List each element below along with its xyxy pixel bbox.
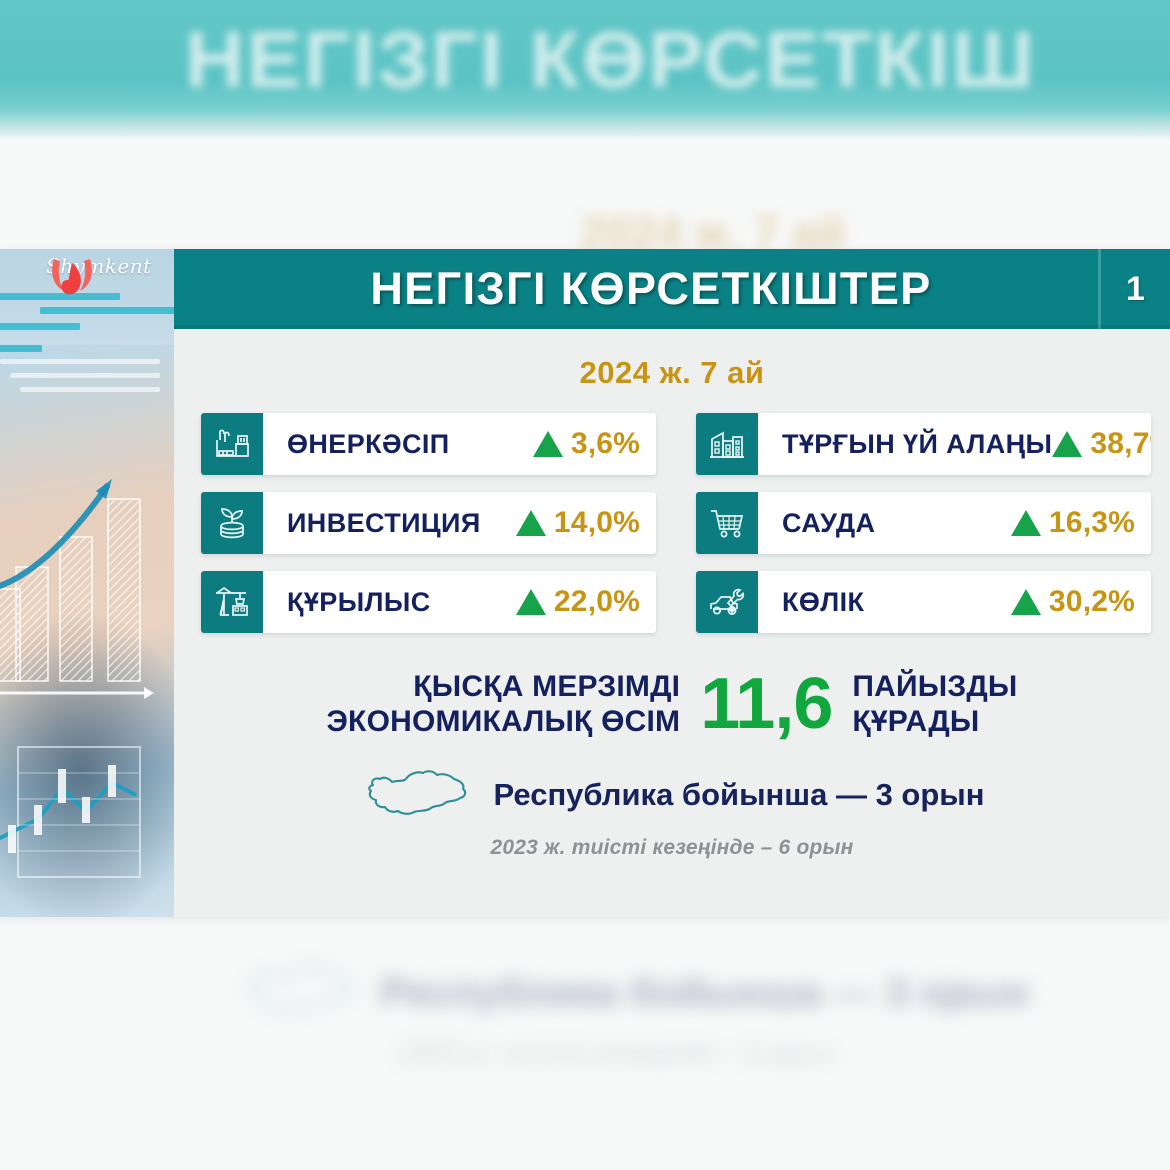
republic-rank-row: Республика бойынша — 3 орын bbox=[174, 766, 1170, 824]
indicator-card-construction[interactable]: ҚҰРЫЛЫС 22,0% bbox=[201, 571, 656, 633]
trend-up-icon bbox=[1010, 589, 1041, 615]
growth-value: 11,6 bbox=[700, 664, 833, 745]
main-card: Shymkent НЕГІЗГІ КӨРСЕТКІШТЕР 1 2024 ж. … bbox=[0, 249, 1170, 917]
indicator-label: КӨЛІК bbox=[782, 586, 865, 617]
ghost-republic-sub: 2023 ж. тиісті кезеңінде – 6 орын bbox=[400, 1038, 832, 1068]
republic-rank-text: Республика бойынша — 3 орын bbox=[493, 776, 985, 812]
factory-icon bbox=[201, 413, 263, 475]
card-header-bar: НЕГІЗГІ КӨРСЕТКІШТЕР 1 bbox=[174, 249, 1170, 329]
shopping-cart-icon bbox=[696, 492, 758, 554]
indicator-label: ИНВЕСТИЦИЯ bbox=[287, 507, 481, 538]
car-wrench-icon bbox=[696, 571, 758, 633]
indicator-value: 14,0% bbox=[553, 506, 640, 539]
tulip-icon bbox=[52, 259, 92, 295]
indicator-value-group: 14,0% bbox=[515, 506, 656, 540]
page-number: 1 bbox=[1126, 269, 1145, 308]
period-label: 2024 ж. 7 ай bbox=[579, 355, 765, 390]
kazakhstan-map-icon bbox=[368, 769, 467, 815]
ghost-republic-row: Республика бойынша — 3 орын bbox=[240, 962, 1029, 1022]
growth-summary-right: ПАЙЫЗДЫ ҚҰРАДЫ bbox=[852, 669, 1017, 740]
ghost-map-icon bbox=[250, 966, 353, 1013]
page-number-badge: 1 bbox=[1098, 249, 1170, 329]
indicator-grid: ӨНЕРКӘСІП 3,6% bbox=[197, 413, 1151, 633]
indicator-card-industry[interactable]: ӨНЕРКӘСІП 3,6% bbox=[201, 413, 656, 475]
indicator-value-group: 30,2% bbox=[1010, 585, 1151, 619]
logo-wordmark: Shymkent bbox=[46, 254, 152, 278]
growth-summary-line2: ЭКОНОМИКАЛЫҚ ӨСІМ bbox=[326, 705, 681, 739]
indicator-card-transport[interactable]: КӨЛІК 30,2% bbox=[696, 571, 1151, 633]
indicator-label: ҚҰРЫЛЫС bbox=[287, 586, 431, 617]
indicator-value: 38,7% bbox=[1090, 427, 1151, 460]
republic-rank-previous: 2023 ж. тиісті кезеңінде – 6 орын bbox=[490, 835, 854, 859]
indicator-value: 3,6% bbox=[570, 427, 640, 460]
indicator-label: САУДА bbox=[782, 507, 876, 538]
photo-chart-overlay bbox=[0, 479, 154, 878]
indicator-value: 16,3% bbox=[1048, 506, 1135, 539]
ghost-republic-text: Республика бойынша — 3 орын bbox=[380, 968, 1030, 1015]
indicator-value: 30,2% bbox=[1048, 585, 1135, 618]
growth-summary: ҚЫСҚА МЕРЗІМДІ ЭКОНОМИКАЛЫҚ ӨСІМ 11,6 ПА… bbox=[174, 664, 1170, 745]
banner-blurred-title: НЕГІЗГІ КӨРСЕТКІШ bbox=[185, 15, 1037, 104]
crane-icon bbox=[201, 571, 263, 633]
trend-up-icon bbox=[532, 431, 563, 457]
decorative-photo-strip: Shymkent bbox=[0, 249, 174, 917]
indicator-value-group: 3,6% bbox=[532, 427, 656, 461]
indicator-card-investment[interactable]: ИНВЕСТИЦИЯ 14,0% bbox=[201, 492, 656, 554]
growth-summary-line4: ҚҰРАДЫ bbox=[852, 705, 980, 739]
growth-summary-left: ҚЫСҚА МЕРЗІМДІ ЭКОНОМИКАЛЫҚ ӨСІМ bbox=[327, 669, 681, 740]
growth-summary-line3: ПАЙЫЗДЫ bbox=[852, 670, 1018, 703]
card-body: 2024 ж. 7 ай bbox=[174, 333, 1170, 917]
trend-up-icon bbox=[515, 510, 546, 536]
trend-up-icon bbox=[1052, 431, 1083, 457]
indicator-value-group: 16,3% bbox=[1010, 506, 1151, 540]
shymkent-logo: Shymkent bbox=[46, 254, 152, 339]
top-banner: НЕГІЗГІ КӨРСЕТКІШ bbox=[0, 0, 1170, 140]
trend-up-icon bbox=[515, 589, 546, 615]
indicator-label: ТҰРҒЫН ҮЙ АЛАҢЫ bbox=[782, 428, 1053, 459]
indicator-value-group: 38,7% bbox=[1052, 427, 1151, 461]
bottom-blurred-echo: Республика бойынша — 3 орын 2023 ж. тиіс… bbox=[0, 930, 1170, 1170]
indicator-value: 22,0% bbox=[553, 585, 640, 618]
buildings-icon bbox=[696, 413, 758, 475]
page-title: НЕГІЗГІ КӨРСЕТКІШТЕР bbox=[370, 263, 932, 314]
trend-up-icon bbox=[1010, 510, 1041, 536]
growth-summary-line1: ҚЫСҚА МЕРЗІМДІ bbox=[413, 670, 681, 703]
sprout-coins-icon bbox=[201, 492, 263, 554]
indicator-value-group: 22,0% bbox=[515, 585, 656, 619]
indicator-label: ӨНЕРКӘСІП bbox=[287, 428, 450, 459]
indicator-card-trade[interactable]: САУДА 16,3% bbox=[696, 492, 1151, 554]
indicator-card-housing[interactable]: ТҰРҒЫН ҮЙ АЛАҢЫ 38,7% bbox=[696, 413, 1151, 475]
